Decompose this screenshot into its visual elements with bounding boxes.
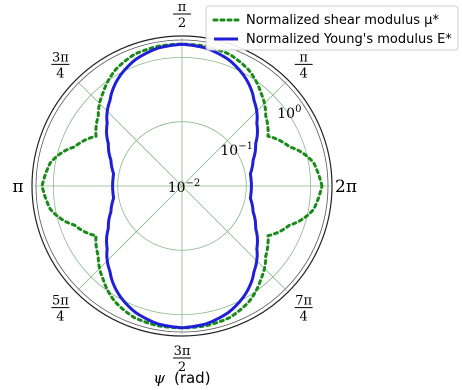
- legend-box: [205, 5, 459, 51]
- radial-tick-label: 100: [277, 104, 301, 122]
- x-axis-unit: (rad): [174, 369, 211, 387]
- radial-tick-base: 10: [168, 180, 186, 196]
- angle-tick-denominator: 4: [299, 310, 307, 325]
- spoke-gridline: [181, 185, 287, 291]
- ring-gridline: [117, 121, 247, 251]
- angle-tick-denominator: 2: [178, 16, 186, 31]
- x-axis-label: ψ (rad): [153, 369, 210, 387]
- radial-tick-exponent: −1: [238, 141, 253, 152]
- radial-tick-exponent: −2: [186, 178, 201, 189]
- angle-tick-numerator: π: [178, 0, 187, 15]
- ring-gridline: [52, 56, 312, 316]
- angle-tick-numerator: 3π: [52, 50, 69, 65]
- radial-tick-base: 10: [277, 106, 295, 122]
- angle-tick-fraction: π2: [173, 0, 191, 31]
- angle-tick-denominator: 2: [178, 360, 186, 375]
- series-youngs-modulus-curve: [105, 42, 259, 330]
- legend-label-young: Normalized Young's modulus E*: [246, 32, 452, 47]
- x-axis-symbol: ψ: [153, 369, 165, 387]
- legend-label-shear: Normalized shear modulus μ*: [246, 13, 439, 28]
- legend: Normalized shear modulus μ* Normalized Y…: [205, 5, 459, 51]
- spoke-gridline: [181, 81, 287, 187]
- radial-tick-exponent: 0: [295, 104, 301, 115]
- series-layer: [40, 42, 324, 330]
- angle-tick-denominator: 4: [56, 310, 64, 325]
- angle-tick-numerator: 7π: [295, 294, 312, 309]
- angle-tick-numerator: 3π: [174, 344, 191, 359]
- angle-tick-fraction: 3π4: [51, 50, 70, 81]
- radial-tick-base: 10: [220, 143, 238, 159]
- angle-tick-denominator: 4: [56, 66, 64, 81]
- spoke-gridline: [77, 185, 183, 291]
- spoke-gridline: [77, 81, 183, 187]
- radial-tick-label: 10−1: [220, 141, 253, 159]
- angle-tick-numerator: π: [299, 50, 308, 65]
- angle-tick-fraction: 3π2: [173, 344, 191, 375]
- angle-tick-label: π: [12, 177, 23, 197]
- angle-tick-fraction: 7π4: [294, 294, 313, 325]
- angle-tick-fraction: 5π4: [51, 294, 70, 325]
- angle-tick-numerator: 5π: [52, 294, 69, 309]
- angle-tick-denominator: 4: [299, 66, 307, 81]
- angle-tick-fraction: π4: [294, 50, 313, 81]
- angle-tick-label: 2π: [335, 177, 357, 197]
- series-shear-modulus-curve: [40, 42, 324, 330]
- polar-frame-outer: [31, 35, 333, 337]
- polar-grid: [31, 35, 333, 337]
- radial-tick-label: 10−2: [168, 178, 201, 196]
